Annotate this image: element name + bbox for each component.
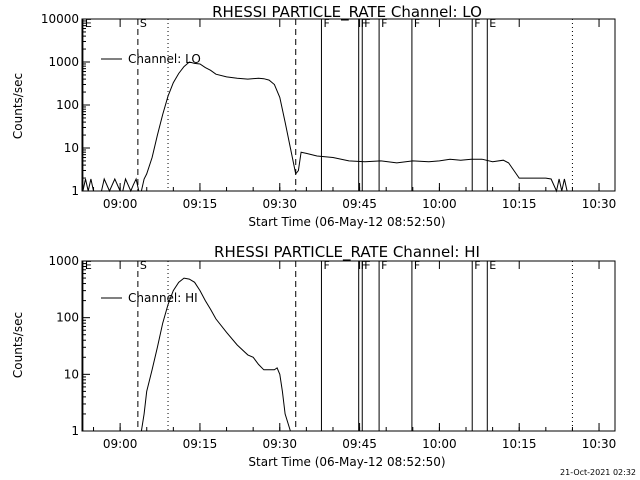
x-tick-label-lo: 09:30	[262, 197, 297, 211]
event-marker-label-hi: E	[489, 259, 496, 272]
y-tick-label-hi: 10	[64, 367, 79, 381]
x-axis-label-hi: Start Time (06-May-12 08:52:50)	[248, 455, 445, 469]
y-tick-label-hi: 1	[71, 424, 79, 438]
event-marker-label-lo: F	[381, 17, 387, 30]
x-tick-label-hi: 09:15	[183, 437, 218, 451]
event-marker-label-hi: F	[364, 259, 370, 272]
series-line-lo	[82, 61, 568, 193]
x-tick-label-hi: 10:00	[422, 437, 457, 451]
x-tick-label-hi: 10:30	[582, 437, 617, 451]
x-axis-label-lo: Start Time (06-May-12 08:52:50)	[248, 215, 445, 229]
series-line-hi	[140, 277, 291, 432]
event-marker-label-lo: S	[140, 17, 147, 30]
x-tick-label-hi: 10:15	[502, 437, 537, 451]
event-marker-label-hi: F	[414, 259, 420, 272]
y-tick-label-hi: 1000	[48, 254, 79, 268]
chart-title-lo: RHESSI PARTICLE_RATE Channel: LO	[212, 3, 482, 22]
y-tick-label-hi: 100	[56, 311, 79, 325]
y-tick-label-lo: 10	[64, 141, 79, 155]
y-tick-label-lo: 1000	[48, 55, 79, 69]
plot-frame-hi	[81, 260, 616, 432]
event-marker-label-lo: F	[474, 17, 480, 30]
event-marker-label-lo: E	[85, 17, 92, 30]
x-ticks-hi: 09:00 09:15 09:30 09:45 10:00 10:15 10:30	[93, 261, 617, 451]
x-tick-label-hi: 09:45	[342, 437, 377, 451]
y-ticks-lo: 1 10 100 1000 10000	[41, 12, 90, 198]
timestamp-footer: 21-Oct-2021 02:32	[560, 468, 636, 477]
event-marker-label-hi: S	[140, 259, 147, 272]
chart-title-hi: RHESSI PARTICLE_RATE Channel: HI	[214, 243, 480, 262]
legend-hi: Channel: HI	[101, 291, 198, 305]
x-tick-label-lo: 09:45	[342, 197, 377, 211]
legend-lo: Channel: LO	[101, 52, 201, 66]
x-tick-label-lo: 10:00	[422, 197, 457, 211]
legend-label-lo: Channel: LO	[128, 52, 201, 66]
x-tick-label-lo: 10:30	[582, 197, 617, 211]
x-tick-label-lo: 09:00	[103, 197, 138, 211]
event-marker-label-lo: F	[323, 17, 329, 30]
legend-label-hi: Channel: HI	[128, 291, 198, 305]
y-tick-label-lo: 1	[71, 184, 79, 198]
event-marker-label-hi: F	[474, 259, 480, 272]
event-marker-label-lo: F	[361, 17, 367, 30]
event-marker-label-hi: E	[85, 259, 92, 272]
event-marker-label-hi: F	[361, 259, 367, 272]
event-marker-label-lo: E	[489, 17, 496, 30]
y-tick-label-lo: 10000	[41, 12, 79, 26]
x-ticks-lo: 09:00 09:15 09:30 09:45 10:00 10:15 10:30	[93, 19, 617, 211]
event-markers-hi: E S EF FF F F F	[82, 259, 573, 431]
event-marker-label-hi: F	[381, 259, 387, 272]
series-lo	[82, 61, 568, 193]
y-tick-label-lo: 100	[56, 98, 79, 112]
event-marker-label-lo: F	[364, 17, 370, 30]
y-axis-label-lo: Counts/sec	[11, 73, 25, 139]
event-marker-label-lo: F	[414, 17, 420, 30]
lo-channel-panel: RHESSI PARTICLE_RATE Channel: LO Counts/…	[11, 3, 616, 229]
x-tick-label-hi: 09:30	[262, 437, 297, 451]
hi-channel-panel: RHESSI PARTICLE_RATE Channel: HI Counts/…	[11, 243, 616, 469]
series-hi	[140, 277, 291, 432]
event-markers-lo: E S EF FF F F F	[82, 17, 573, 191]
x-tick-label-lo: 10:15	[502, 197, 537, 211]
y-ticks-hi: 1 10 100 1000	[48, 254, 90, 438]
x-tick-label-hi: 09:00	[103, 437, 138, 451]
event-marker-label-hi: F	[323, 259, 329, 272]
plot-frame-lo	[81, 18, 616, 192]
x-tick-label-lo: 09:15	[183, 197, 218, 211]
y-axis-label-hi: Counts/sec	[11, 312, 25, 378]
